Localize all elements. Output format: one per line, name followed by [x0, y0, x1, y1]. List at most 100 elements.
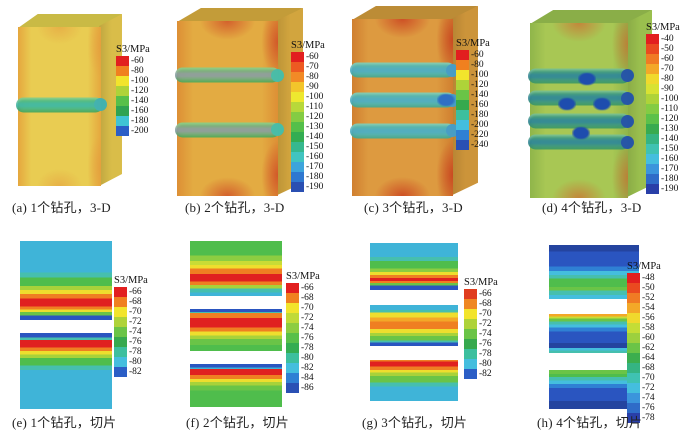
panel-3d-1-hole: S3/MPa -60 -80 -100 -120 -140 -160 -180 -200 (a)…: [10, 6, 173, 218]
legend-tick-label: -84: [301, 373, 314, 383]
legend-entry: -200: [456, 120, 490, 130]
legend-entry: -76: [286, 333, 320, 343]
legend-tick-label: -120: [306, 112, 324, 122]
block-top-face: [177, 8, 303, 22]
legend-tick-label: -130: [306, 122, 324, 132]
panel-caption: (b) 2个钻孔，3-D: [185, 200, 285, 215]
block-front-face: [16, 27, 107, 186]
legend-tick-label: -80: [479, 359, 492, 369]
borehole-cap: [445, 124, 459, 137]
legend-entry: -150: [291, 142, 325, 152]
legend-tick-label: -66: [129, 287, 142, 297]
legend-tick-label: -140: [131, 96, 149, 106]
legend-entry: -60: [291, 52, 325, 62]
panel-slice-1-hole: S3/MPa -66 -68 -70 -72 -74 -76 -78 -80 -82 (e) 1个…: [10, 235, 173, 431]
borehole-cap: [620, 114, 634, 128]
legend-entry: -140: [291, 132, 325, 142]
color-legend: S3/MPa -60 -70 -80 -90 -100 -110 -120 -130 -140 -1…: [291, 40, 325, 192]
legend-color-swatch: [286, 363, 299, 373]
panel-slice-3-holes: S3/MPa -66 -68 -70 -72 -74 -76 -78 -80 -82 (g) 3个…: [358, 235, 526, 431]
legend-color-swatch: [464, 309, 477, 319]
legend-tick-label: -120: [131, 86, 149, 96]
legend-tick-label: -60: [471, 50, 484, 60]
stress-slice: [20, 241, 112, 409]
legend-color-swatch: [646, 184, 659, 194]
stress-blob: [558, 97, 577, 110]
legend-tick-label: -76: [301, 333, 314, 343]
legend-tick-label: -56: [642, 313, 655, 323]
color-legend: S3/MPa -40 -50 -60 -70 -80 -90 -100 -110 -120 -130…: [646, 22, 680, 194]
legend-color-swatch: [456, 90, 469, 100]
legend-entry: -160: [116, 106, 150, 116]
legend-entry: -80: [456, 60, 490, 70]
stress-blob: [593, 97, 612, 110]
legend-color-swatch: [291, 72, 304, 82]
legend-tick-label: -68: [301, 293, 314, 303]
legend-entry: -200: [116, 126, 150, 136]
legend-color-swatch: [627, 273, 640, 283]
legend-entry: -180: [456, 110, 490, 120]
legend-tick-label: -60: [306, 52, 319, 62]
legend-tick-label: -150: [661, 144, 679, 154]
legend-entry: -78: [286, 343, 320, 353]
legend-color-swatch: [114, 307, 127, 317]
legend-tick-label: -80: [129, 357, 142, 367]
legend-entry: -70: [646, 64, 680, 74]
legend-color-swatch: [646, 114, 659, 124]
borehole-gap: [190, 350, 282, 364]
legend-color-swatch: [464, 339, 477, 349]
legend-entry: -120: [291, 112, 325, 122]
legend-tick-label: -150: [306, 142, 324, 152]
legend-tick-label: -140: [471, 90, 489, 100]
legend-tick-label: -80: [471, 60, 484, 70]
borehole-cap: [620, 91, 634, 105]
legend-entry: -240: [456, 140, 490, 150]
legend-color-swatch: [291, 122, 304, 132]
legend-color-swatch: [646, 154, 659, 164]
stress-slice: [190, 241, 282, 407]
slice-segment: [190, 309, 282, 351]
legend-entry: -76: [464, 339, 498, 349]
legend-color-swatch: [286, 373, 299, 383]
block-front-face: [349, 19, 459, 196]
legend-entry: -120: [456, 80, 490, 90]
borehole-cylinder: [349, 123, 459, 138]
legend-entry: -130: [291, 122, 325, 132]
legend-color-swatch: [456, 120, 469, 130]
legend-color-swatch: [291, 172, 304, 182]
legend-color-swatch: [646, 144, 659, 154]
legend-color-swatch: [116, 96, 129, 106]
legend-tick-label: -74: [642, 393, 655, 403]
legend-color-swatch: [286, 303, 299, 313]
legend-tick-label: -110: [661, 104, 679, 114]
legend-entry: -70: [464, 309, 498, 319]
legend-tick-label: -86: [301, 383, 314, 393]
legend-entry: -82: [114, 367, 148, 377]
legend-tick-label: -70: [306, 62, 319, 72]
borehole-cylinder: [174, 67, 284, 83]
legend-tick-label: -78: [301, 343, 314, 353]
borehole-gap: [549, 299, 639, 314]
legend-entry: -180: [291, 172, 325, 182]
legend-entry: -84: [286, 373, 320, 383]
legend-color-swatch: [291, 82, 304, 92]
legend-color-swatch: [114, 337, 127, 347]
legend-entry: -62: [627, 343, 661, 353]
legend-color-swatch: [116, 56, 129, 66]
legend-color-swatch: [646, 34, 659, 44]
legend-entry: -50: [646, 44, 680, 54]
legend-tick-label: -82: [129, 367, 142, 377]
legend-tick-label: -50: [642, 283, 655, 293]
legend-tick-label: -68: [129, 297, 142, 307]
slice-segment: [190, 241, 282, 296]
legend-color-swatch: [646, 104, 659, 114]
color-legend: S3/MPa -48 -50 -52 -54 -56 -58 -60 -62 -64 -68 -70-…: [627, 261, 661, 423]
panel-caption: (f) 2个钻孔，切片: [186, 415, 289, 430]
legend-entry: -190: [646, 184, 680, 194]
legend-tick-label: -78: [129, 347, 142, 357]
legend-color-swatch: [116, 126, 129, 136]
legend-tick-label: -80: [306, 72, 319, 82]
legend-color-swatch: [627, 383, 640, 393]
legend-color-swatch: [116, 66, 129, 76]
legend-tick-label: -100: [661, 94, 679, 104]
